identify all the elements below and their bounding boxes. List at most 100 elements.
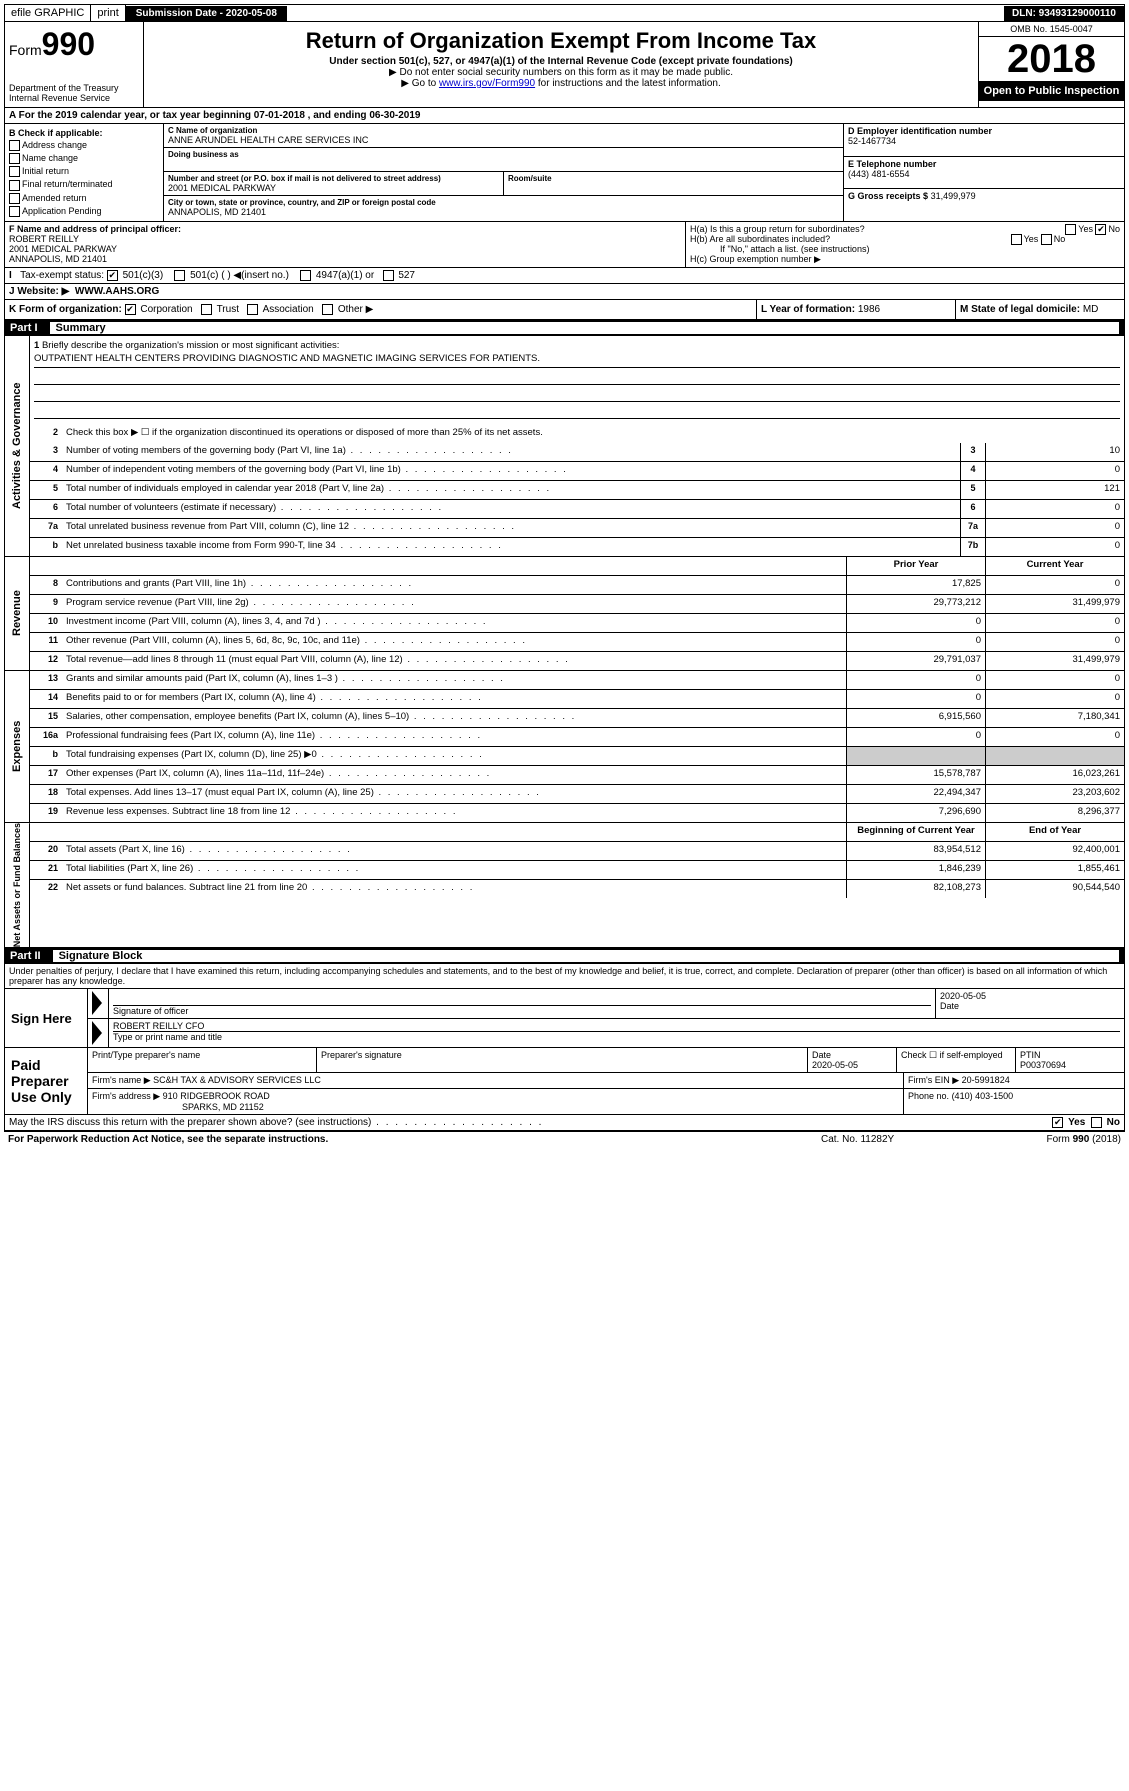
row-i-tax-status: I Tax-exempt status: 501(c)(3) 501(c) ( …: [4, 268, 1125, 284]
sig-officer-label: Signature of officer: [113, 1006, 931, 1016]
org-name: ANNE ARUNDEL HEALTH CARE SERVICES INC: [168, 135, 839, 145]
check-501c3[interactable]: [107, 270, 118, 281]
tel-value: (443) 481-6554: [848, 169, 1120, 179]
ein-label: D Employer identification number: [848, 126, 1120, 136]
table-row: 5Total number of individuals employed in…: [30, 481, 1124, 500]
dln-label: DLN: 93493129000110: [1004, 6, 1124, 21]
check-amended[interactable]: Amended return: [9, 193, 159, 204]
ha-question: H(a) Is this a group return for subordin…: [690, 224, 1120, 234]
hdr-curr: Current Year: [985, 557, 1124, 575]
form-number: Form990: [9, 26, 139, 63]
side-netassets: Net Assets or Fund Balances: [5, 823, 30, 947]
prep-date: 2020-05-05: [812, 1060, 858, 1070]
hdr-prior: Prior Year: [846, 557, 985, 575]
arrow-icon: [92, 1021, 102, 1045]
omb-number: OMB No. 1545-0047: [979, 22, 1124, 37]
gross-label: G Gross receipts $: [848, 191, 928, 201]
hc-question: H(c) Group exemption number ▶: [690, 254, 1120, 265]
arrow-icon: [92, 991, 102, 1015]
table-row: 7aTotal unrelated business revenue from …: [30, 519, 1124, 538]
table-row: bNet unrelated business taxable income f…: [30, 538, 1124, 556]
side-expenses: Expenses: [5, 671, 30, 822]
paid-preparer-block: Paid Preparer Use Only Print/Type prepar…: [4, 1048, 1125, 1115]
table-row: 21Total liabilities (Part X, line 26)1,8…: [30, 861, 1124, 880]
part1-expenses: Expenses 13Grants and similar amounts pa…: [4, 671, 1125, 823]
part1-header: Part ISummary: [4, 320, 1125, 336]
part2-header: Part IISignature Block: [4, 948, 1125, 964]
inspection-label: Open to Public Inspection: [979, 81, 1124, 101]
firm-phone: (410) 403-1500: [952, 1091, 1014, 1101]
check-corporation[interactable]: [125, 304, 136, 315]
irs-link[interactable]: www.irs.gov/Form990: [439, 78, 535, 89]
table-row: 13Grants and similar amounts paid (Part …: [30, 671, 1124, 690]
part1-governance: Activities & Governance 1 Briefly descri…: [4, 336, 1125, 557]
tax-year: 2018: [979, 37, 1124, 81]
subtitle-1: Under section 501(c), 527, or 4947(a)(1)…: [148, 56, 974, 67]
org-city: ANNAPOLIS, MD 21401: [168, 207, 839, 217]
table-row: 22Net assets or fund balances. Subtract …: [30, 880, 1124, 898]
sign-here-block: Sign Here Signature of officer 2020-05-0…: [4, 989, 1125, 1048]
year-formation: 1986: [858, 304, 880, 315]
check-initial-return[interactable]: Initial return: [9, 166, 159, 177]
check-trust[interactable]: [201, 304, 212, 315]
row-f-h: F Name and address of principal officer:…: [4, 222, 1125, 268]
firm-address: 910 RIDGEBROOK ROAD: [163, 1091, 270, 1101]
discuss-row: May the IRS discuss this return with the…: [4, 1115, 1125, 1131]
table-row: 19Revenue less expenses. Subtract line 1…: [30, 804, 1124, 822]
table-row: 4Number of independent voting members of…: [30, 462, 1124, 481]
state-domicile: MD: [1083, 304, 1099, 315]
cat-number: Cat. No. 11282Y: [821, 1134, 971, 1145]
table-row: 6Total number of volunteers (estimate if…: [30, 500, 1124, 519]
row-j-website: J Website: ▶ WWW.AAHS.ORG: [4, 284, 1125, 300]
table-row: 20Total assets (Part X, line 16)83,954,5…: [30, 842, 1124, 861]
firm-city: SPARKS, MD 21152: [92, 1102, 264, 1112]
check-self-employed[interactable]: Check ☐ if self-employed: [897, 1048, 1016, 1072]
addr-label: Number and street (or P.O. box if mail i…: [168, 174, 499, 183]
hdr-beginning: Beginning of Current Year: [846, 823, 985, 841]
officer-addr1: 2001 MEDICAL PARKWAY: [9, 244, 681, 254]
efile-label: efile GRAPHIC: [5, 5, 91, 21]
check-4947[interactable]: [300, 270, 311, 281]
firm-ein: 20-5991824: [962, 1075, 1010, 1085]
row-k-l-m: K Form of organization: Corporation Trus…: [4, 300, 1125, 320]
table-row: 11Other revenue (Part VIII, column (A), …: [30, 633, 1124, 652]
discuss-no[interactable]: [1091, 1117, 1102, 1128]
print-button[interactable]: print: [91, 5, 125, 21]
check-address-change[interactable]: Address change: [9, 140, 159, 151]
org-name-label: C Name of organization: [168, 126, 839, 135]
row-a-period: A For the 2019 calendar year, or tax yea…: [4, 108, 1125, 124]
form-version: Form 990 (2018): [971, 1134, 1121, 1145]
table-row: 10Investment income (Part VIII, column (…: [30, 614, 1124, 633]
form-header: Form990 Department of the Treasury Inter…: [4, 22, 1125, 108]
officer-name: ROBERT REILLY: [9, 234, 681, 244]
discuss-yes[interactable]: [1052, 1117, 1063, 1128]
check-other[interactable]: [322, 304, 333, 315]
check-527[interactable]: [383, 270, 394, 281]
table-row: 3Number of voting members of the governi…: [30, 443, 1124, 462]
mission-text: OUTPATIENT HEALTH CENTERS PROVIDING DIAG…: [34, 353, 1120, 368]
check-name-change[interactable]: Name change: [9, 153, 159, 164]
perjury-statement: Under penalties of perjury, I declare th…: [4, 964, 1125, 989]
table-row: 15Salaries, other compensation, employee…: [30, 709, 1124, 728]
subtitle-3: ▶ Go to www.irs.gov/Form990 for instruct…: [148, 78, 974, 89]
officer-addr2: ANNAPOLIS, MD 21401: [9, 254, 681, 264]
officer-typed-name: ROBERT REILLY CFO: [113, 1021, 1120, 1032]
sig-date: 2020-05-05: [940, 991, 1120, 1001]
side-revenue: Revenue: [5, 557, 30, 670]
check-pending[interactable]: Application Pending: [9, 206, 159, 217]
table-row: 17Other expenses (Part IX, column (A), l…: [30, 766, 1124, 785]
room-label: Room/suite: [508, 174, 839, 183]
part1-netassets: Net Assets or Fund Balances Beginning of…: [4, 823, 1125, 948]
city-label: City or town, state or province, country…: [168, 198, 839, 207]
table-row: 16aProfessional fundraising fees (Part I…: [30, 728, 1124, 747]
table-row: 12Total revenue—add lines 8 through 11 (…: [30, 652, 1124, 670]
check-association[interactable]: [247, 304, 258, 315]
side-governance: Activities & Governance: [5, 336, 30, 556]
dba-label: Doing business as: [168, 150, 839, 159]
section-b-to-g: B Check if applicable: Address change Na…: [4, 124, 1125, 222]
tel-label: E Telephone number: [848, 159, 1120, 169]
officer-label: F Name and address of principal officer:: [9, 224, 681, 234]
table-row: 9Program service revenue (Part VIII, lin…: [30, 595, 1124, 614]
check-final-return[interactable]: Final return/terminated: [9, 179, 159, 190]
check-501c[interactable]: [174, 270, 185, 281]
